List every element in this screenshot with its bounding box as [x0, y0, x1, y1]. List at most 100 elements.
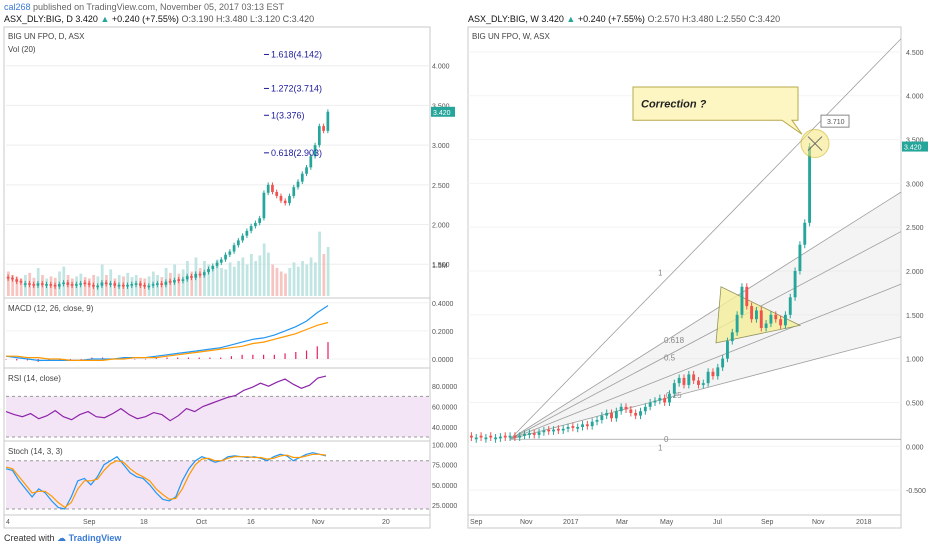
weekly-candle-body	[513, 435, 517, 438]
candle-body	[92, 284, 95, 287]
volume-bar	[232, 266, 236, 296]
volume-bar	[211, 266, 215, 296]
candle-body	[36, 283, 40, 286]
candle-body	[164, 281, 168, 285]
candle-body	[266, 184, 270, 193]
volume-bar	[318, 231, 321, 296]
candle-body	[275, 191, 279, 196]
weekly-candle-body	[639, 411, 642, 416]
volume-bar	[326, 247, 330, 296]
candle-body	[155, 283, 159, 285]
weekly-candle-body	[774, 314, 778, 320]
candle-body	[292, 187, 296, 196]
candle-body	[28, 283, 31, 285]
candle-body	[66, 282, 70, 285]
candle-body	[70, 284, 74, 286]
weekly-candle-body	[668, 393, 671, 403]
daily-time-axis[interactable]	[3, 514, 431, 529]
candle-body	[19, 280, 23, 283]
candle-body	[6, 276, 10, 279]
macd-histogram-bar	[59, 358, 61, 361]
daily-price-panel[interactable]	[3, 26, 431, 299]
candle-body	[83, 282, 87, 285]
weekly-candle-body	[672, 383, 676, 394]
volume-bar	[245, 264, 249, 296]
tradingview-logo-icon: ☁	[57, 533, 67, 543]
weekly-candle-body	[527, 433, 531, 435]
candle-body	[181, 279, 185, 281]
candle-body	[23, 283, 27, 285]
weekly-candle-body	[735, 314, 739, 333]
daily-price-tick: 1.500	[432, 262, 450, 269]
weekly-candle-body	[706, 371, 710, 384]
weekly-candle-body	[523, 434, 527, 436]
volume-bar	[292, 262, 296, 296]
weekly-candle-body	[682, 377, 686, 385]
left-symbol: ASX_DLY:BIG, D	[4, 14, 73, 24]
macd-histogram-bar	[230, 356, 232, 359]
weekly-candle-body	[610, 412, 613, 419]
weekly-candle-body	[571, 426, 575, 428]
volume-bar	[305, 264, 309, 296]
volume-bar	[301, 261, 304, 296]
macd-histogram-bar	[69, 358, 71, 360]
candle-body	[300, 173, 304, 182]
candle-body	[62, 282, 65, 285]
macd-histogram-bar	[252, 354, 254, 359]
macd-line	[5, 305, 329, 361]
candle-body	[271, 184, 274, 192]
daily-price-tick: 2.500	[432, 183, 450, 190]
candle-body	[254, 222, 257, 227]
macd-histogram-bar	[26, 358, 29, 361]
weekly-candle-body	[614, 411, 618, 419]
publisher-user[interactable]: cal268	[4, 2, 31, 12]
candle-body	[32, 284, 36, 286]
weekly-candle-body	[634, 412, 638, 416]
volume-bar	[177, 273, 181, 296]
candle-body	[190, 276, 193, 278]
volume-bar	[207, 264, 211, 296]
candle-body	[288, 195, 291, 204]
weekly-candle-body	[566, 426, 570, 429]
candle-body	[185, 276, 189, 280]
volume-bar	[190, 271, 194, 296]
footer-brand[interactable]: TradingView	[68, 533, 122, 543]
weekly-candle-body	[740, 286, 744, 315]
macd-histogram-bar	[134, 358, 136, 360]
weekly-candle-body	[648, 402, 652, 407]
candle-body	[202, 272, 206, 276]
weekly-candle-body	[619, 406, 623, 412]
volume-bar	[215, 259, 219, 296]
candle-body	[245, 230, 249, 236]
macd-histogram-bar	[241, 354, 243, 359]
weekly-time-tick: Nov	[812, 519, 825, 526]
candle-body	[79, 283, 82, 285]
weekly-candle-body	[576, 426, 580, 429]
weekly-candle-body	[745, 286, 749, 307]
macd-histogram-bar	[198, 357, 200, 359]
weekly-time-tick: Nov	[520, 519, 533, 526]
candle-body	[87, 283, 91, 285]
target-cross-line	[807, 136, 823, 151]
volume-bar	[288, 268, 292, 296]
fan-label: 0	[664, 435, 669, 444]
volume-bar	[241, 257, 245, 296]
volume-bar	[250, 254, 253, 296]
fib-fan-line	[509, 191, 902, 440]
candle-body	[305, 167, 308, 174]
fib-level-label: 1(3.376)	[271, 110, 305, 120]
left-price: 3.420	[75, 14, 98, 24]
macd-histogram-bar	[102, 357, 104, 359]
weekly-price-tick: -0.500	[906, 488, 926, 495]
left-up-arrow-icon: ▲	[100, 14, 110, 24]
stoch-title: Stoch (14, 3, 3)	[8, 447, 63, 456]
macd-histogram-bar	[209, 357, 211, 359]
weekly-time-axis[interactable]	[467, 514, 902, 529]
macd-histogram-bar	[305, 350, 308, 359]
macd-histogram-bar	[177, 357, 179, 359]
rsi-band	[6, 396, 430, 437]
volume-bar	[313, 262, 317, 296]
candle-body	[326, 111, 330, 131]
candle-body	[117, 284, 121, 287]
